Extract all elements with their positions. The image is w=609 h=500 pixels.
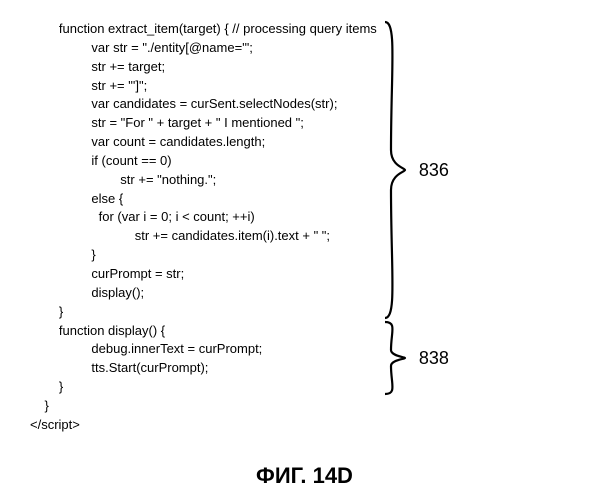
figure-row: function extract_item(target) { // proce… bbox=[30, 20, 579, 435]
brace-column: 836 838 bbox=[383, 20, 449, 435]
code-column: function extract_item(target) { // proce… bbox=[30, 20, 377, 435]
curly-brace-icon bbox=[383, 320, 407, 396]
brace-group-1: 836 bbox=[383, 20, 449, 320]
code-block-1: function extract_item(target) { // proce… bbox=[30, 21, 377, 319]
brace-label-1: 836 bbox=[419, 160, 449, 181]
figure-caption: ФИГ. 14D bbox=[30, 463, 579, 489]
curly-brace-icon bbox=[383, 20, 407, 320]
brace-group-2: 838 bbox=[383, 320, 449, 396]
code-block-2: function display() { debug.innerText = c… bbox=[30, 323, 262, 395]
brace-label-2: 838 bbox=[419, 348, 449, 369]
code-tail: } </script> bbox=[30, 398, 80, 432]
